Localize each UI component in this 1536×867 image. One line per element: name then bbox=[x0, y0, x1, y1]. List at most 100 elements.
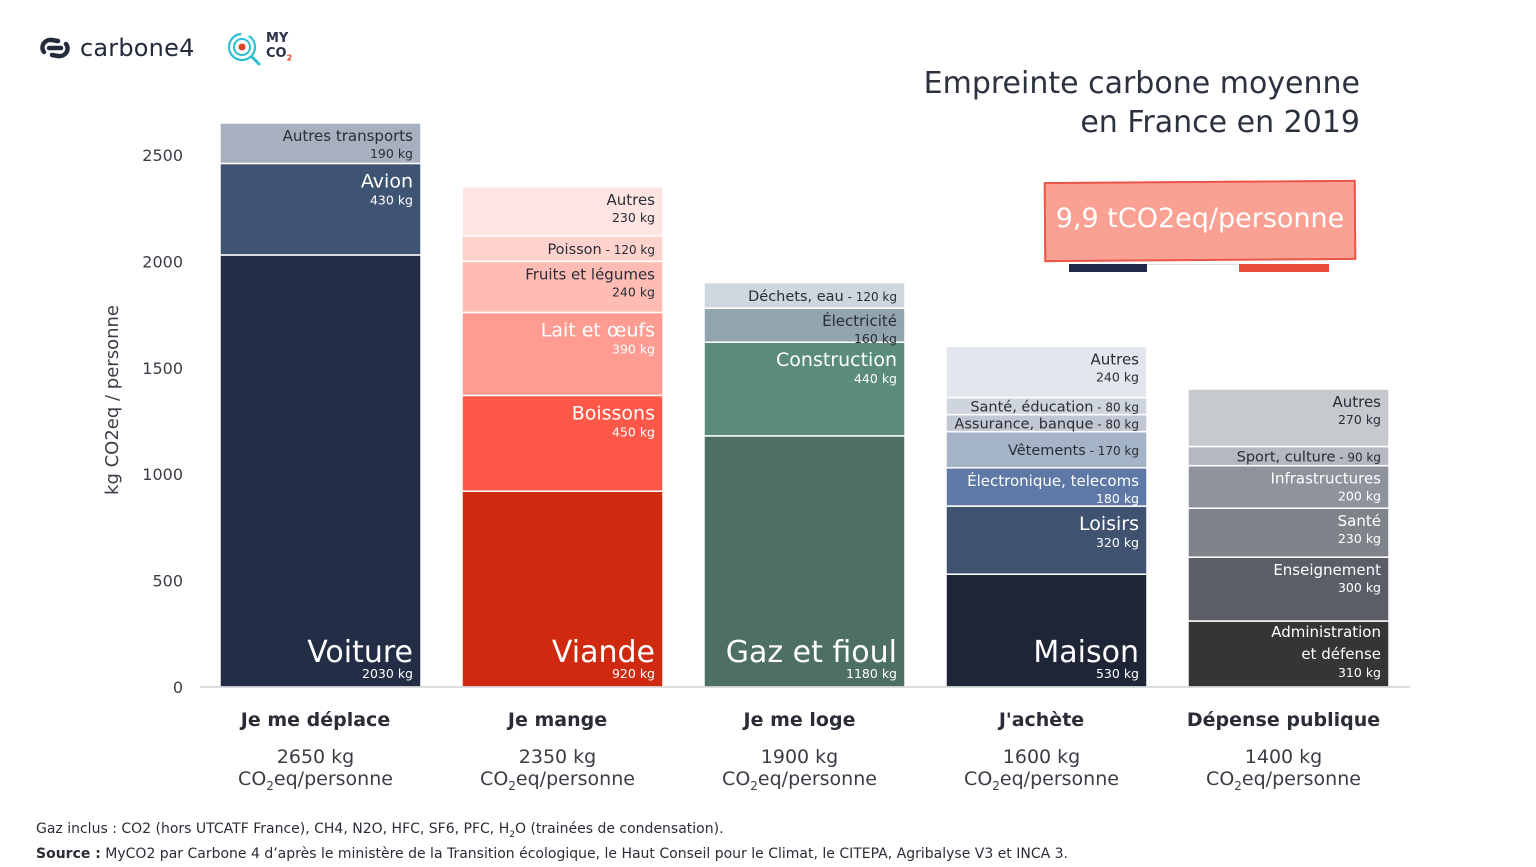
segment-name: Autres bbox=[606, 191, 655, 209]
bar-segment bbox=[1187, 620, 1390, 688]
bar-segment bbox=[461, 311, 664, 397]
segment-name: Voiture bbox=[307, 635, 413, 670]
segment-name: Maison bbox=[1033, 635, 1139, 670]
total-badge-text: 9,9 tCO2eq/personne bbox=[1055, 203, 1345, 234]
segment-name: Loisirs bbox=[1079, 513, 1139, 535]
segment-name: Autres bbox=[1090, 350, 1139, 368]
segment-label-inline: Déchets, eau - 120 kg bbox=[748, 289, 897, 305]
unit-sub: 2 bbox=[992, 779, 1000, 793]
bar-segment bbox=[219, 254, 422, 688]
unit-rest: eq/personne bbox=[274, 768, 393, 790]
segment-value: 160 kg bbox=[854, 331, 897, 346]
segment-name: Assurance, banque bbox=[954, 417, 1093, 433]
x-category-label: Je me déplace bbox=[239, 709, 390, 731]
bar-segment bbox=[461, 394, 664, 492]
x-category-label: J'achète bbox=[997, 709, 1084, 731]
segment-value: 1180 kg bbox=[846, 666, 897, 681]
segment-name: Viande bbox=[552, 635, 655, 670]
category-total: 1600 kg bbox=[1003, 746, 1080, 768]
footer-line1-sub: 2 bbox=[509, 829, 515, 840]
segment-label-inline: Vêtements - 170 kg bbox=[1008, 443, 1139, 459]
segment-name: Lait et œufs bbox=[541, 319, 655, 341]
bar-segment bbox=[219, 122, 422, 165]
y-tick-label: 2500 bbox=[142, 146, 183, 165]
segment-name: Enseignement bbox=[1273, 561, 1381, 579]
category-total: 1400 kg bbox=[1245, 746, 1322, 768]
segment-value: 530 kg bbox=[1096, 666, 1139, 681]
footer-source-label: Source : bbox=[36, 845, 101, 862]
myco2-co: CO bbox=[266, 45, 287, 61]
segment-value: 300 kg bbox=[1338, 580, 1381, 595]
unit-rest: eq/personne bbox=[1000, 768, 1119, 790]
segment-name: Construction bbox=[776, 349, 897, 371]
segment-value: 320 kg bbox=[1096, 535, 1139, 550]
x-category-label: Je mange bbox=[506, 709, 607, 731]
flag-white-stripe bbox=[1147, 264, 1239, 272]
bar-segment bbox=[703, 307, 906, 343]
segment-label-inline: Assurance, banque - 80 kg bbox=[954, 417, 1139, 433]
segment-value: 230 kg bbox=[1338, 531, 1381, 546]
segment-name: Infrastructures bbox=[1271, 470, 1382, 488]
segment-name: Poisson bbox=[547, 242, 601, 258]
footer-line1: Gaz inclus : CO2 (hors UTCATF France), C… bbox=[36, 821, 510, 837]
segment-name: Boissons bbox=[572, 402, 655, 424]
footer-line1-end: O (trainées de condensation). bbox=[514, 821, 724, 837]
category-total-unit: CO2eq/personne bbox=[964, 768, 1119, 793]
unit-co: CO bbox=[480, 768, 508, 790]
segment-value: 180 kg bbox=[1096, 491, 1139, 506]
segment-name: Gaz et fioul bbox=[726, 635, 897, 670]
bar-stack: Administration et défense 310 kg Enseigneme… bbox=[1187, 388, 1390, 688]
bar-segment bbox=[461, 186, 664, 237]
segment-name: Électronique, telecoms bbox=[967, 471, 1139, 490]
unit-rest: eq/personne bbox=[516, 768, 635, 790]
logos: carbone4 MY CO2 bbox=[38, 30, 338, 75]
segment-name: Fruits et légumes bbox=[525, 265, 655, 283]
footer: Gaz inclus : CO2 (hors UTCATF France), C… bbox=[36, 820, 1068, 864]
segment-value: - 120 kg bbox=[602, 243, 655, 257]
flag-blue-stripe bbox=[1069, 264, 1147, 272]
y-tick-label: 2000 bbox=[142, 252, 183, 271]
segment-value: 430 kg bbox=[370, 192, 413, 207]
unit-co: CO bbox=[722, 768, 750, 790]
footer-source-text: MyCO2 par Carbone 4 d’après le ministère… bbox=[100, 845, 1069, 862]
x-category-label: Je me loge bbox=[742, 709, 856, 731]
segment-value: 2030 kg bbox=[362, 666, 413, 681]
carbone4-logo: carbone4 bbox=[38, 34, 195, 62]
unit-sub: 2 bbox=[1234, 779, 1242, 793]
bar-segment bbox=[945, 573, 1148, 688]
bar-segment bbox=[461, 235, 664, 263]
segment-value: - 120 kg bbox=[844, 290, 897, 304]
segment-value: - 80 kg bbox=[1093, 418, 1139, 432]
myco2-wordmark: MY CO2 bbox=[266, 31, 292, 66]
footer-source: Source : MyCO2 par Carbone 4 d’après le … bbox=[36, 845, 1068, 864]
segment-name: Sport, culture bbox=[1237, 450, 1336, 466]
category-total-unit: CO2eq/personne bbox=[1206, 768, 1361, 793]
segment-value: 390 kg bbox=[612, 341, 655, 356]
segment-value: - 170 kg bbox=[1086, 444, 1139, 458]
bar-segment bbox=[703, 341, 906, 437]
segment-value: 270 kg bbox=[1338, 412, 1381, 427]
segment-name: Autres transports bbox=[283, 127, 414, 145]
title-line1: Empreinte carbone moyenne bbox=[923, 66, 1360, 101]
bar-segment bbox=[945, 505, 1148, 575]
unit-rest: eq/personne bbox=[758, 768, 877, 790]
y-axis-label: kg CO2eq / personne bbox=[102, 305, 123, 495]
myco2-logo: MY CO2 bbox=[226, 30, 292, 66]
segment-name: Électricité bbox=[822, 311, 897, 330]
unit-rest: eq/personne bbox=[1242, 768, 1361, 790]
segment-name-line1: Administration bbox=[1271, 623, 1381, 641]
y-tick-label: 1500 bbox=[142, 359, 183, 378]
category-total: 2350 kg bbox=[519, 746, 596, 768]
segment-value: 240 kg bbox=[1096, 369, 1139, 384]
bar-segment bbox=[945, 345, 1148, 399]
myco2-icon bbox=[227, 32, 261, 66]
unit-sub: 2 bbox=[266, 779, 274, 793]
segment-value: 190 kg bbox=[370, 146, 413, 161]
bar-segment bbox=[1187, 464, 1390, 509]
y-axis: 0 500 1000 1500 2000 2500 bbox=[142, 146, 183, 697]
category-total-unit: CO2eq/personne bbox=[238, 768, 393, 793]
